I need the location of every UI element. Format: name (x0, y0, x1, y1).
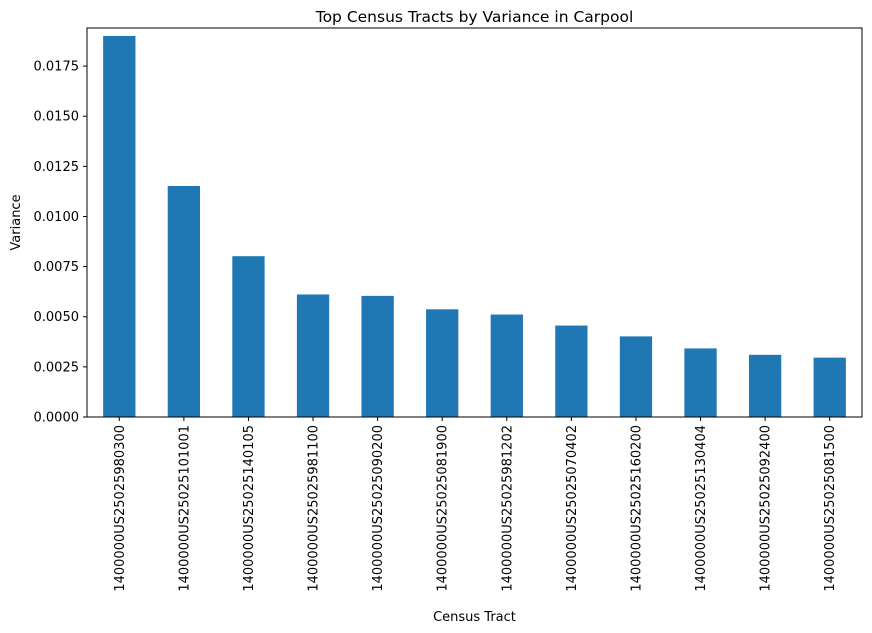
bar-1400000US25025140105 (232, 256, 265, 417)
bar-1400000US25025980300 (103, 36, 136, 417)
x-tick-label: 1400000US25025981100 (307, 425, 322, 592)
chart-title: Top Census Tracts by Variance in Carpool (315, 8, 634, 26)
bar-1400000US25025981100 (296, 294, 330, 417)
x-axis-label: Census Tract (433, 610, 516, 625)
x-tick-label: 1400000US25025981202 (500, 425, 515, 592)
bar-1400000US25025081500 (813, 357, 846, 417)
x-tick-label: 1400000US25025090200 (371, 425, 386, 592)
bar-1400000US25025101001 (167, 185, 201, 417)
x-tick-label: 1400000US25025092400 (759, 425, 774, 592)
y-tick-label: 0.0050 (34, 310, 80, 325)
bar-1400000US25025160200 (619, 336, 653, 417)
x-tick-label: 1400000US25025081500 (823, 425, 838, 592)
y-axis-label: Variance (9, 194, 24, 250)
x-axis: 1400000US25025980300 1400000US25025101001… (113, 417, 838, 592)
bar-1400000US25025081900 (426, 309, 459, 417)
y-tick-label: 0.0175 (34, 60, 80, 75)
x-tick-label: 1400000US25025140105 (242, 425, 257, 592)
bar-1400000US25025070402 (555, 325, 588, 417)
plot-frame (86, 27, 863, 418)
y-tick-label: 0.0125 (34, 160, 80, 175)
bar-1400000US25025981202 (490, 314, 523, 417)
bar-1400000US25025092400 (748, 354, 782, 417)
bars-group (103, 36, 846, 417)
bar-1400000US25025130404 (684, 348, 717, 417)
y-tick-label: 0.0150 (34, 110, 80, 125)
x-tick-label: 1400000US25025081900 (436, 425, 451, 592)
x-tick-label: 1400000US25025101001 (177, 425, 192, 592)
x-tick-label: 1400000US25025070402 (565, 425, 580, 592)
x-tick-label: 1400000US25025130404 (694, 425, 709, 592)
y-tick-label: 0.0025 (34, 360, 80, 375)
y-tick-label: 0.0000 (34, 411, 80, 426)
y-tick-label: 0.0100 (34, 210, 80, 225)
y-tick-label: 0.0075 (34, 260, 80, 275)
x-tick-label: 1400000US25025160200 (629, 425, 644, 592)
x-tick-label: 1400000US25025980300 (113, 425, 128, 592)
bar-1400000US25025090200 (361, 295, 394, 417)
y-axis: 0.0000 0.0025 0.0050 0.0075 0.0100 0.0125 0.01… (34, 60, 87, 426)
